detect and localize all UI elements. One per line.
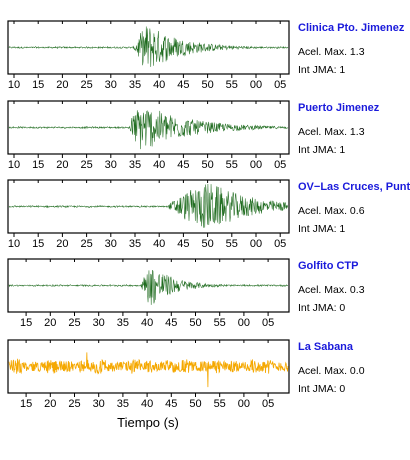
station-name: Golfito CTP <box>298 260 359 272</box>
x-tick-label: 25 <box>80 238 92 250</box>
x-tick-label: 20 <box>44 317 56 329</box>
int-jma-label: Int JMA: 1 <box>298 64 345 76</box>
x-tick-label: 30 <box>105 238 117 250</box>
x-tick-label: 25 <box>80 159 92 171</box>
x-tick-label: 35 <box>117 398 129 410</box>
x-tick-label: 35 <box>117 317 129 329</box>
x-tick-label: 00 <box>250 79 262 91</box>
x-tick-label: 45 <box>177 159 189 171</box>
x-tick-label: 35 <box>129 159 141 171</box>
x-axis-title: Tiempo (s) <box>117 415 179 430</box>
x-tick-label: 45 <box>165 317 177 329</box>
acel-max-label: Acel. Max. 0.0 <box>298 365 365 377</box>
x-tick-label: 30 <box>105 79 117 91</box>
x-tick-label: 10 <box>8 159 20 171</box>
x-tick-label: 40 <box>141 317 153 329</box>
station-name: La Sabana <box>298 341 354 353</box>
x-tick-label: 15 <box>20 317 32 329</box>
x-tick-label: 25 <box>80 79 92 91</box>
waveform-trace <box>8 270 289 305</box>
x-tick-label: 50 <box>201 79 213 91</box>
x-tick-label: 55 <box>226 79 238 91</box>
acel-max-label: Acel. Max. 0.6 <box>298 205 365 217</box>
x-tick-label: 45 <box>165 398 177 410</box>
acel-max-label: Acel. Max. 1.3 <box>298 126 365 138</box>
x-tick-label: 05 <box>262 398 274 410</box>
x-tick-label: 50 <box>189 398 201 410</box>
x-tick-label: 35 <box>129 238 141 250</box>
x-tick-label: 30 <box>105 159 117 171</box>
x-tick-label: 15 <box>20 398 32 410</box>
x-tick-label: 40 <box>153 159 165 171</box>
x-tick-label: 05 <box>274 79 286 91</box>
x-tick-label: 05 <box>262 317 274 329</box>
x-tick-label: 20 <box>56 238 68 250</box>
x-tick-label: 10 <box>8 238 20 250</box>
x-tick-label: 10 <box>8 79 20 91</box>
x-tick-label: 50 <box>201 238 213 250</box>
int-jma-label: Int JMA: 1 <box>298 223 345 235</box>
x-tick-label: 30 <box>93 398 105 410</box>
x-tick-label: 50 <box>201 159 213 171</box>
x-tick-label: 55 <box>226 159 238 171</box>
panel-frame <box>7 339 290 394</box>
x-tick-label: 55 <box>226 238 238 250</box>
waveform-trace <box>8 352 289 388</box>
x-tick-label: 20 <box>56 79 68 91</box>
x-tick-label: 15 <box>32 79 44 91</box>
panel-4: 15 20 25 30 35 40 45 50 55 00 05 Golfito CTP Acel. M… <box>7 258 365 329</box>
x-tick-label: 00 <box>250 159 262 171</box>
x-tick-label: 20 <box>44 398 56 410</box>
x-tick-label: 55 <box>214 398 226 410</box>
waveform-trace <box>8 110 289 150</box>
x-tick-label: 25 <box>68 398 80 410</box>
x-tick-label: 35 <box>129 79 141 91</box>
panel-1: 10 15 20 25 30 35 40 45 50 55 00 05 Clinica Pto. Jim… <box>7 20 405 91</box>
x-tick-label: 45 <box>177 79 189 91</box>
panel-3: 10 15 20 25 30 35 40 45 50 55 00 05 OV−Las Cruces, P… <box>7 179 410 250</box>
panel-frame <box>7 20 290 75</box>
panel-5: 15 20 25 30 35 40 45 50 55 00 05 La Sabana Acel. Max… <box>7 339 365 410</box>
waveform-trace <box>8 26 289 67</box>
panel-frame <box>7 100 290 155</box>
station-name: Puerto Jimenez <box>298 102 380 114</box>
x-tick-label: 55 <box>214 317 226 329</box>
acel-max-label: Acel. Max. 0.3 <box>298 284 365 296</box>
waveform-trace <box>8 184 289 228</box>
panel-frame <box>7 179 290 234</box>
x-tick-label: 15 <box>32 238 44 250</box>
x-tick-label: 00 <box>238 398 250 410</box>
panel-frame <box>7 258 290 313</box>
x-tick-label: 05 <box>274 238 286 250</box>
acel-max-label: Acel. Max. 1.3 <box>298 46 365 58</box>
x-tick-label: 00 <box>238 317 250 329</box>
seismogram-panels: 10 15 20 25 30 35 40 45 50 55 00 05 Clinica Pto. Jim… <box>7 20 410 410</box>
x-tick-label: 40 <box>153 79 165 91</box>
x-tick-label: 05 <box>274 159 286 171</box>
panel-2: 10 15 20 25 30 35 40 45 50 55 00 05 Puerto Jimenez Ac… <box>7 100 380 171</box>
x-tick-label: 45 <box>177 238 189 250</box>
x-tick-label: 40 <box>153 238 165 250</box>
x-tick-label: 25 <box>68 317 80 329</box>
x-tick-label: 40 <box>141 398 153 410</box>
x-tick-label: 30 <box>93 317 105 329</box>
int-jma-label: Int JMA: 0 <box>298 383 345 395</box>
int-jma-label: Int JMA: 0 <box>298 302 345 314</box>
x-tick-label: 15 <box>32 159 44 171</box>
x-tick-label: 20 <box>56 159 68 171</box>
x-tick-label: 50 <box>189 317 201 329</box>
station-name: OV−Las Cruces, Puntar <box>298 181 410 193</box>
station-name: Clinica Pto. Jimenez <box>298 22 405 34</box>
int-jma-label: Int JMA: 1 <box>298 144 345 156</box>
x-tick-label: 00 <box>250 238 262 250</box>
